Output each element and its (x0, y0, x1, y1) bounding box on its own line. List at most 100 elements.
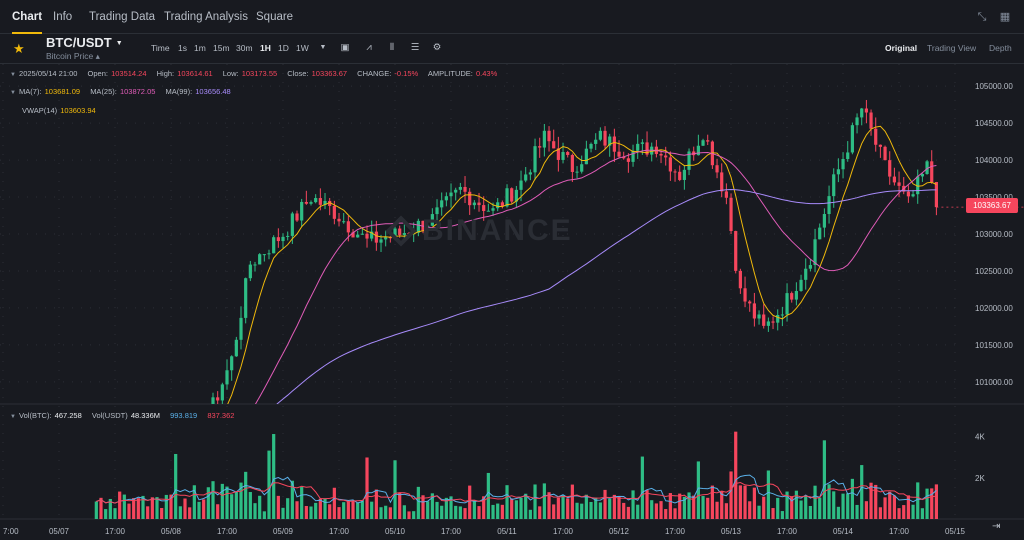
candle-down (566, 152, 570, 155)
candle-up (272, 237, 276, 254)
price-axis-label: 101500.00 (975, 341, 1013, 350)
timeframe-time[interactable]: Time (151, 43, 170, 53)
pair-selector[interactable]: BTC/USDT ▼ (46, 35, 123, 50)
price-axis-label: 102500.00 (975, 267, 1013, 276)
volume-legend: ▼ Vol(BTC): 467.258 Vol(USDT) 48.336M 99… (10, 411, 235, 420)
grid-icon[interactable]: ▦ (999, 11, 1011, 23)
candle-up (514, 189, 518, 202)
grid (0, 64, 962, 519)
volume-bar (454, 505, 458, 519)
favorite-star-icon[interactable]: ★ (13, 41, 25, 56)
candle-down (888, 160, 892, 177)
volume-bar (365, 457, 369, 519)
timeframe-1m[interactable]: 1m (194, 43, 206, 53)
candle-up (636, 143, 640, 151)
candle-up (813, 239, 817, 266)
timeframe-1h[interactable]: 1H (260, 43, 271, 53)
view-original[interactable]: Original (885, 43, 918, 53)
volume-bar (384, 505, 388, 519)
tab-trading-data[interactable]: Trading Data (89, 11, 156, 23)
candle-up (491, 208, 495, 211)
volume-bar (888, 491, 892, 519)
candle-down (771, 321, 775, 323)
collapse-ma-icon[interactable]: ▼ (10, 90, 16, 96)
volume-bar (561, 495, 565, 519)
volume-bar (360, 500, 364, 519)
candle-down (612, 136, 616, 152)
price-chart[interactable]: 105000.00 104500.00 104000.00 103500.00 1030… (0, 64, 1024, 540)
legend-open: 103514.24 (111, 69, 147, 78)
candle-down (276, 237, 280, 242)
tab-chart[interactable]: Chart (12, 0, 43, 34)
tab-square[interactable]: Square (256, 11, 294, 23)
volume-bar (608, 498, 612, 519)
candle-up (687, 151, 691, 170)
candle-down (668, 157, 672, 172)
volume-bar (603, 489, 607, 519)
collapse-legend-icon[interactable]: ▼ (10, 72, 16, 78)
volume-bar (370, 501, 374, 519)
candle-down (626, 158, 630, 162)
volume-bar (160, 508, 164, 519)
volume-bar (342, 502, 346, 519)
volume-bar (328, 504, 332, 519)
volume-bar (706, 497, 710, 519)
candle-up (300, 201, 304, 221)
timeframe-15m[interactable]: 15m (213, 43, 230, 53)
candle-down (743, 288, 747, 302)
chevron-down-icon: ▼ (115, 40, 123, 47)
collapse-volume-icon[interactable]: ▼ (10, 414, 16, 420)
legend-close: 103363.67 (311, 69, 348, 78)
vwap-legend: VWAP(14) 103603.94 (22, 106, 96, 115)
tab-trading-analysis[interactable]: Trading Analysis (164, 11, 248, 23)
layout-icon[interactable]: ☰ (410, 42, 420, 53)
candle-up (444, 196, 448, 201)
candle-up (524, 174, 528, 181)
more-timeframes-icon[interactable]: ▼ (319, 44, 327, 51)
price-axis-label: 101000.00 (975, 378, 1013, 387)
time-axis-label: 7:00 (3, 527, 19, 536)
timeframe-1s[interactable]: 1s (178, 43, 187, 53)
volume-bar (790, 496, 794, 519)
indicators-icon[interactable]: ⩘ (366, 42, 372, 53)
candle-up (925, 161, 929, 175)
candle-down (738, 270, 742, 289)
volume-bar (832, 491, 836, 519)
timeframe-30m[interactable]: 30m (236, 43, 253, 53)
volume-bar (925, 488, 929, 519)
volume-bar (640, 456, 644, 519)
timeframe-1w[interactable]: 1W (296, 43, 309, 53)
candle-up (696, 145, 700, 156)
ma-legend: ▼ MA(7): 103681.09 MA(25): 103872.05 MA(… (10, 87, 231, 96)
candle-up (384, 237, 388, 240)
volume-bar (258, 495, 262, 519)
candle-up (430, 214, 434, 226)
settings-icon[interactable]: ⚙ (432, 42, 442, 53)
candle-down (883, 146, 887, 161)
price-axis-label: 105000.00 (975, 82, 1013, 91)
volume-bar (575, 502, 579, 519)
reset-chart-icon[interactable]: ⇥ (992, 521, 1001, 532)
current-price-tag: 103363.67 (966, 198, 1018, 213)
candle-up (631, 150, 635, 162)
volume-bar (738, 485, 742, 519)
timeframe-1d[interactable]: 1D (278, 43, 289, 53)
candle-up (267, 253, 271, 255)
time-axis-label: 17:00 (441, 527, 462, 536)
candle-down (332, 205, 336, 219)
chart-toolbar: ★ BTC/USDT ▼ Bitcoin Price ▴ Time 1s 1m 1… (0, 34, 1024, 64)
candle-up (220, 384, 224, 401)
volume-bar (304, 505, 308, 519)
candle-up (580, 164, 584, 172)
depth-tool-icon[interactable]: ⫴ (390, 42, 394, 53)
collapse-icon[interactable]: ⤡ (977, 11, 987, 23)
view-depth[interactable]: Depth (989, 43, 1012, 53)
tab-info[interactable]: Info (53, 11, 73, 23)
time-axis-label: 05/14 (833, 527, 854, 536)
candle-up (916, 176, 920, 195)
candle-type-icon[interactable]: ▣ (340, 42, 350, 53)
volume-bar (239, 482, 243, 519)
view-trading-view[interactable]: Trading View (927, 43, 977, 53)
volume-bar (850, 478, 854, 519)
volume-bar (930, 488, 934, 519)
